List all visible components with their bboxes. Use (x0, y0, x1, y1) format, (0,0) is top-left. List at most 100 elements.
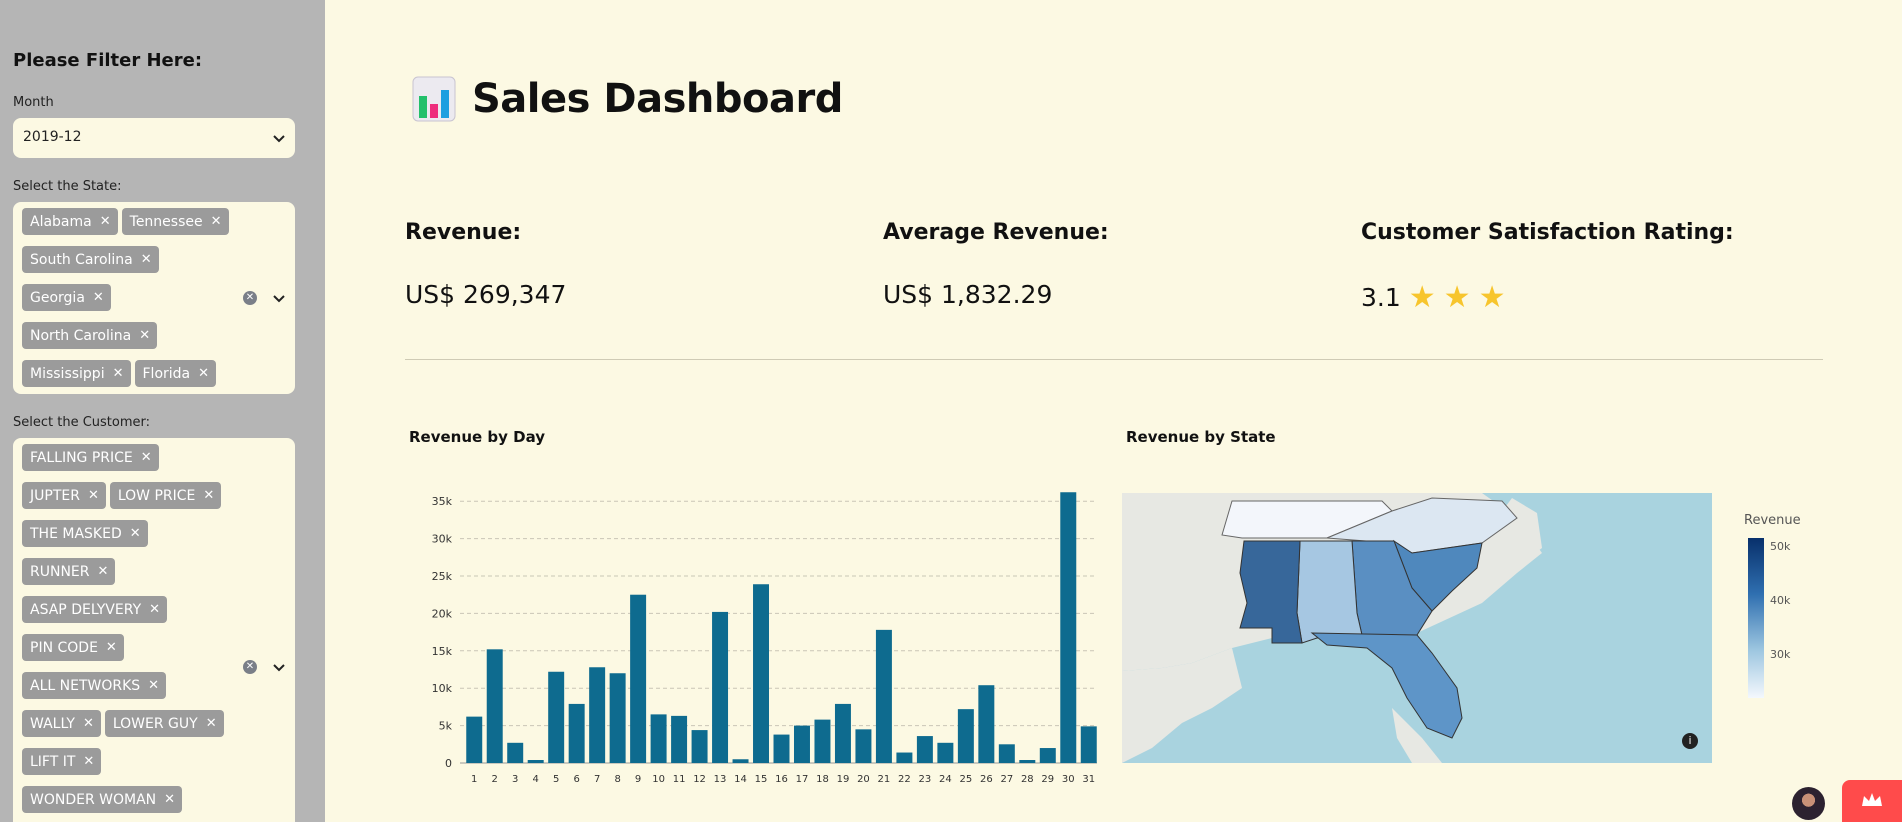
month-value: 2019-12 (23, 129, 82, 145)
customer-label: Select the Customer: (13, 415, 151, 430)
close-icon[interactable]: ✕ (210, 214, 222, 229)
tag-state[interactable]: Alabama ✕ (22, 208, 118, 235)
close-icon[interactable]: ✕ (82, 716, 94, 731)
bar-day-3[interactable] (507, 742, 524, 763)
bar-day-24[interactable] (937, 742, 954, 763)
chevron-down-icon[interactable] (271, 290, 287, 306)
bar-day-20[interactable] (855, 729, 872, 763)
bar-day-15[interactable] (753, 584, 770, 763)
tag-customer[interactable]: LIFT IT ✕ (22, 748, 102, 775)
y-tick-label: 20k (432, 607, 453, 620)
close-icon[interactable]: ✕ (205, 716, 217, 731)
tag-customer[interactable]: ALL NETWORKS ✕ (22, 672, 167, 699)
close-icon[interactable]: ✕ (112, 366, 124, 381)
bar-day-9[interactable] (630, 594, 647, 763)
bar-day-5[interactable] (548, 671, 565, 763)
map-title: Revenue by State (1126, 428, 1276, 446)
x-tick-label: 30 (1062, 774, 1075, 785)
tag-customer[interactable]: PIN CODE ✕ (22, 634, 124, 661)
tag-customer[interactable]: JUPTER ✕ (22, 482, 106, 509)
choropleth-map[interactable] (1122, 493, 1712, 763)
tag-label: Tennessee (129, 213, 203, 230)
bar-day-21[interactable] (875, 629, 892, 763)
avatar[interactable] (1792, 787, 1825, 820)
close-icon[interactable]: ✕ (203, 488, 215, 503)
tag-state[interactable]: Georgia ✕ (22, 284, 111, 311)
bar-day-12[interactable] (691, 730, 708, 763)
bar-day-16[interactable] (773, 734, 790, 763)
tag-customer[interactable]: LOW PRICE ✕ (109, 482, 222, 509)
clear-all-icon[interactable]: ✕ (243, 291, 257, 305)
x-tick-label: 23 (919, 774, 932, 785)
tag-state[interactable]: Mississippi ✕ (22, 360, 131, 387)
bar-day-22[interactable] (896, 752, 913, 763)
bar-day-10[interactable] (650, 714, 667, 763)
tag-label: PIN CODE (30, 639, 98, 656)
x-tick-label: 31 (1082, 774, 1095, 785)
bar-day-25[interactable] (957, 709, 974, 763)
tag-state[interactable]: Tennessee ✕ (121, 208, 229, 235)
bar-day-13[interactable] (712, 611, 729, 763)
avg-revenue-label: Average Revenue: (883, 220, 1109, 245)
tag-customer[interactable]: FALLING PRICE ✕ (22, 444, 159, 471)
tag-customer[interactable]: WALLY ✕ (22, 710, 101, 737)
info-icon[interactable]: i (1682, 733, 1698, 749)
close-icon[interactable]: ✕ (139, 328, 151, 343)
x-tick-label: 3 (512, 774, 518, 785)
bar-day-19[interactable] (834, 703, 851, 763)
revenue-by-state-map[interactable]: i (1122, 493, 1712, 763)
tag-state[interactable]: South Carolina ✕ (22, 246, 159, 273)
close-icon[interactable]: ✕ (140, 252, 152, 267)
tag-state[interactable]: Florida ✕ (134, 360, 217, 387)
close-icon[interactable]: ✕ (198, 366, 210, 381)
tag-customer[interactable]: THE MASKED ✕ (22, 520, 148, 547)
close-icon[interactable]: ✕ (129, 526, 141, 541)
bar-day-18[interactable] (814, 719, 831, 763)
bar-day-23[interactable] (916, 736, 933, 763)
bar-day-8[interactable] (609, 673, 626, 763)
tag-customer[interactable]: RUNNER ✕ (22, 558, 116, 585)
tag-state[interactable]: North Carolina ✕ (22, 322, 158, 349)
bar-day-26[interactable] (978, 685, 995, 763)
close-icon[interactable]: ✕ (149, 602, 161, 617)
close-icon[interactable]: ✕ (87, 488, 99, 503)
bar-day-28[interactable] (1019, 760, 1036, 763)
close-icon[interactable]: ✕ (99, 214, 111, 229)
x-tick-label: 22 (898, 774, 911, 785)
clear-all-icon[interactable]: ✕ (243, 660, 257, 674)
tag-customer[interactable]: ASAP DELYVERY ✕ (22, 596, 168, 623)
close-icon[interactable]: ✕ (92, 290, 104, 305)
bar-day-30[interactable] (1060, 492, 1077, 763)
bar-day-29[interactable] (1039, 748, 1056, 763)
tag-customer[interactable]: WONDER WOMAN ✕ (22, 786, 183, 813)
bar-day-4[interactable] (527, 760, 544, 763)
customer-multiselect[interactable]: FALLING PRICE ✕ JUPTER ✕ LOW PRICE ✕ THE MAS… (13, 438, 295, 822)
bar-day-14[interactable] (732, 759, 749, 763)
close-icon[interactable]: ✕ (105, 640, 117, 655)
rating-value: 3.1 (1361, 283, 1401, 312)
month-select[interactable]: 2019-12 (13, 118, 295, 158)
chevron-down-icon[interactable] (271, 659, 287, 675)
bar-day-2[interactable] (486, 649, 503, 763)
bar-day-1[interactable] (466, 716, 483, 763)
bar-day-27[interactable] (998, 744, 1015, 763)
close-icon[interactable]: ✕ (164, 792, 176, 807)
x-tick-label: 29 (1041, 774, 1054, 785)
chevron-down-icon[interactable] (271, 130, 287, 146)
deploy-button[interactable] (1842, 780, 1902, 822)
tag-customer[interactable]: LOWER GUY ✕ (104, 710, 224, 737)
close-icon[interactable]: ✕ (97, 564, 109, 579)
bar-day-11[interactable] (671, 715, 688, 763)
bar-chart-icon (412, 76, 456, 122)
close-icon[interactable]: ✕ (83, 754, 95, 769)
close-icon[interactable]: ✕ (148, 678, 160, 693)
bar-day-31[interactable] (1080, 726, 1097, 763)
bar-day-17[interactable] (793, 725, 810, 763)
legend-tick: 30k (1770, 648, 1791, 661)
bar-day-7[interactable] (589, 667, 606, 763)
close-icon[interactable]: ✕ (140, 450, 152, 465)
bar-day-6[interactable] (568, 703, 585, 763)
state-multiselect[interactable]: Alabama ✕ Tennessee ✕ South Carolina ✕ Georg… (13, 202, 295, 394)
state-label: Select the State: (13, 179, 122, 194)
